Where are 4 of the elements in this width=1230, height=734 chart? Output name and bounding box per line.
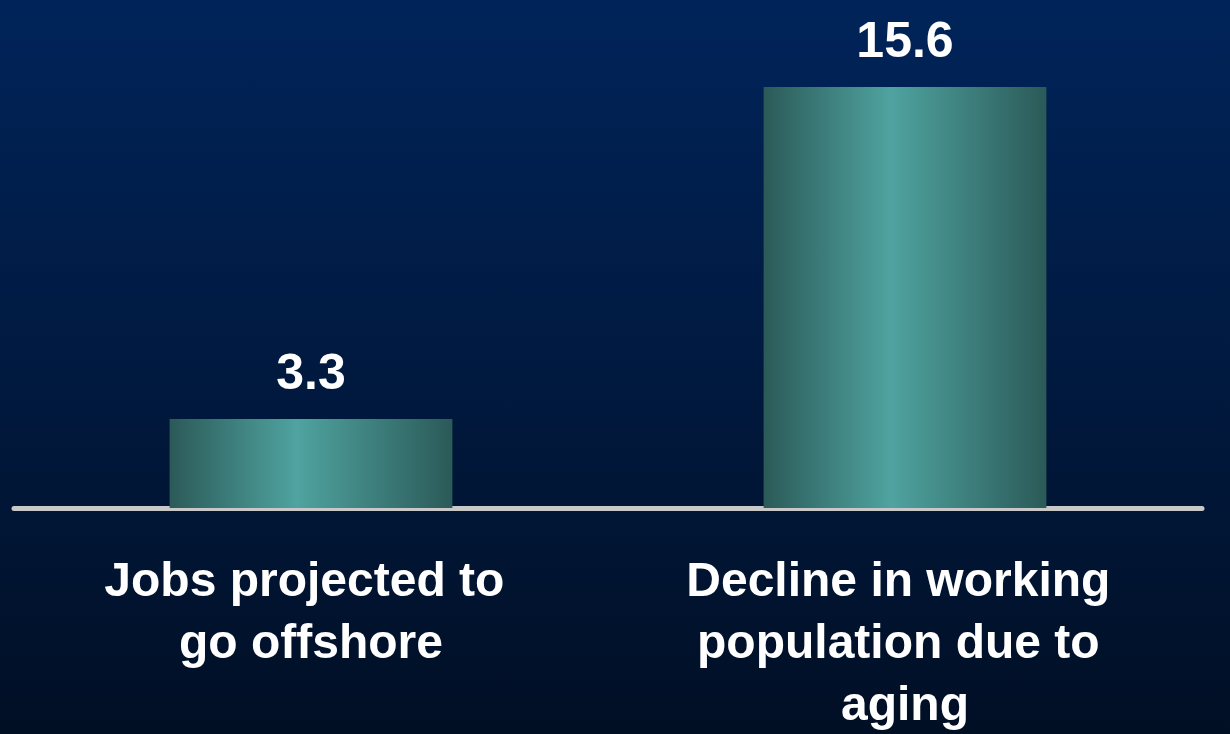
- data-label: 3.3: [276, 343, 346, 400]
- x-tick-label: Jobs projected to go offshore: [104, 552, 518, 668]
- x-tick-label: Decline in working population due to aging: [686, 552, 1124, 730]
- data-label: 15.6: [856, 12, 954, 68]
